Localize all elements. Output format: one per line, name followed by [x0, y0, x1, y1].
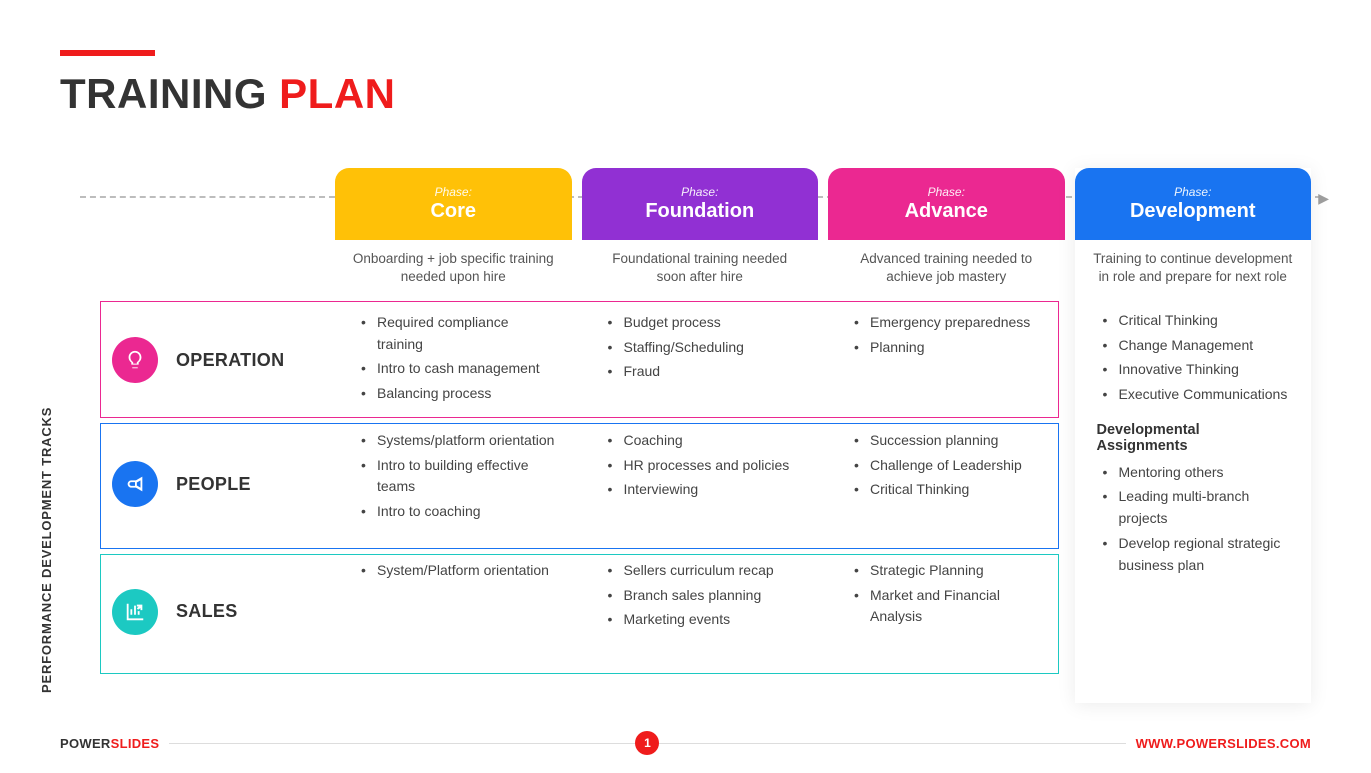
footer-brand-2: SLIDES [111, 736, 160, 751]
phase-header: Phase:Advance [828, 168, 1065, 240]
phase-label: Phase: [1174, 185, 1211, 199]
list-item: Systems/platform orientation [361, 430, 556, 452]
megaphone-icon [112, 461, 158, 507]
phase-column: Phase:FoundationFoundational training ne… [582, 168, 819, 703]
list-item: Fraud [608, 361, 803, 383]
development-body: Critical Thinking Change ManagementInnova… [1075, 300, 1312, 597]
list-item: Challenge of Leadership [854, 455, 1049, 477]
grid-cell: Succession planning Challenge of Leadersh… [828, 418, 1065, 548]
list-item: Critical Thinking [854, 479, 1049, 501]
phase-name: Development [1130, 200, 1256, 223]
phase-body: Emergency preparedness Planning Succession… [828, 300, 1065, 703]
track-name: PEOPLE [176, 474, 251, 495]
list-item: Innovative Thinking [1103, 359, 1292, 381]
grid-cell: Coaching HR processes and policiesIntervi… [582, 418, 819, 548]
footer-brand-1: POWER [60, 736, 111, 751]
phase-description: Advanced training needed to achieve job … [828, 240, 1065, 300]
list-item: Staffing/Scheduling [608, 337, 803, 359]
track-name: SALES [176, 601, 238, 622]
track-row: PEOPLE [100, 419, 335, 549]
phase-body: Budget process Staffing/SchedulingFraud Co… [582, 300, 819, 703]
track-row: SALES [100, 549, 335, 674]
phase-label: Phase: [928, 185, 965, 199]
grid-cell: Emergency preparedness Planning [828, 300, 1065, 418]
phase-description: Training to continue development in role… [1075, 240, 1312, 300]
list-item: Leading multi-branch projects [1103, 486, 1292, 529]
tracks-column: OPERATION PEOPLE SALES [100, 168, 335, 703]
vertical-label: PERFORMANCE DEVELOPMENT TRACKS [39, 407, 54, 693]
phase-column: Phase:AdvanceAdvanced training needed to… [828, 168, 1065, 703]
chart-icon [112, 589, 158, 635]
content-area: PERFORMANCE DEVELOPMENT TRACKS OPERATION… [60, 168, 1311, 703]
list-item: Strategic Planning [854, 560, 1049, 582]
list-item: Executive Communications [1103, 384, 1292, 406]
slide: TRAINING PLAN ▶ PERFORMANCE DEVELOPMENT … [0, 0, 1371, 773]
list-item: Planning [854, 337, 1049, 359]
list-item: Market and Financial Analysis [854, 585, 1049, 628]
phase-header: Phase:Development [1075, 168, 1312, 240]
list-item: System/Platform orientation [361, 560, 556, 582]
list-item: Sellers curriculum recap [608, 560, 803, 582]
list-item: Mentoring others [1103, 462, 1292, 484]
list-item: Intro to coaching [361, 501, 556, 523]
list-item: Change Management [1103, 335, 1292, 357]
phase-header: Phase:Foundation [582, 168, 819, 240]
phase-name: Core [430, 200, 476, 223]
grid-cell: System/Platform orientation [335, 548, 572, 673]
phase-name: Advance [905, 200, 988, 223]
list-item: Intro to building effective teams [361, 455, 556, 498]
track-row: OPERATION [100, 301, 335, 419]
grid-cell: Systems/platform orientation Intro to bui… [335, 418, 572, 548]
list-item: Succession planning [854, 430, 1049, 452]
phase-column: Phase:CoreOnboarding + job specific trai… [335, 168, 572, 703]
list-item: Budget process [608, 312, 803, 334]
slide-title: TRAINING PLAN [60, 70, 1311, 118]
phase-description: Foundational training needed soon after … [582, 240, 819, 300]
grid-cell: Strategic Planning Market and Financial A… [828, 548, 1065, 673]
phase-body: Required compliance training Intro to cas… [335, 300, 572, 703]
phase-column: Phase:DevelopmentTraining to continue de… [1075, 168, 1312, 703]
list-item: Required compliance training [361, 312, 556, 355]
title-part2: PLAN [267, 70, 396, 117]
list-item: Emergency preparedness [854, 312, 1049, 334]
list-item: Develop regional strategic business plan [1103, 533, 1292, 576]
phase-label: Phase: [435, 185, 472, 199]
phase-name: Foundation [645, 200, 754, 223]
footer-line [60, 743, 1311, 744]
footer: POWERSLIDES 1 WWW.POWERSLIDES.COM [60, 731, 1311, 755]
grid-cell: Budget process Staffing/SchedulingFraud [582, 300, 819, 418]
title-part1: TRAINING [60, 70, 267, 117]
list-item: Balancing process [361, 383, 556, 405]
list-item: Interviewing [608, 479, 803, 501]
list-item: Critical Thinking [1103, 310, 1292, 332]
page-number: 1 [635, 731, 659, 755]
track-name: OPERATION [176, 350, 284, 371]
list-item: Coaching [608, 430, 803, 452]
phase-label: Phase: [681, 185, 718, 199]
list-item: Branch sales planning [608, 585, 803, 607]
phase-header: Phase:Core [335, 168, 572, 240]
sidebar: PERFORMANCE DEVELOPMENT TRACKS [60, 168, 100, 703]
list-item: Intro to cash management [361, 358, 556, 380]
timeline-arrow-icon: ▶ [1318, 190, 1329, 207]
phase-description: Onboarding + job specific training neede… [335, 240, 572, 300]
phases-grid: Phase:CoreOnboarding + job specific trai… [335, 168, 1311, 703]
grid-cell: Sellers curriculum recap Branch sales pla… [582, 548, 819, 673]
footer-url: WWW.POWERSLIDES.COM [1126, 736, 1311, 751]
footer-brand: POWERSLIDES [60, 736, 169, 751]
list-item: Marketing events [608, 609, 803, 631]
assignments-heading: Developmental Assignments [1097, 422, 1292, 454]
lightbulb-icon [112, 337, 158, 383]
grid-cell: Required compliance training Intro to cas… [335, 300, 572, 418]
list-item: HR processes and policies [608, 455, 803, 477]
title-accent-bar [60, 50, 155, 56]
